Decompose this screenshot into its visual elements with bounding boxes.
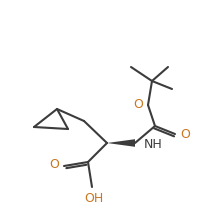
Text: OH: OH (84, 192, 104, 205)
Text: O: O (180, 127, 190, 141)
Text: O: O (133, 97, 143, 111)
Text: O: O (49, 159, 59, 171)
Text: NH: NH (144, 138, 163, 150)
Polygon shape (107, 139, 135, 147)
